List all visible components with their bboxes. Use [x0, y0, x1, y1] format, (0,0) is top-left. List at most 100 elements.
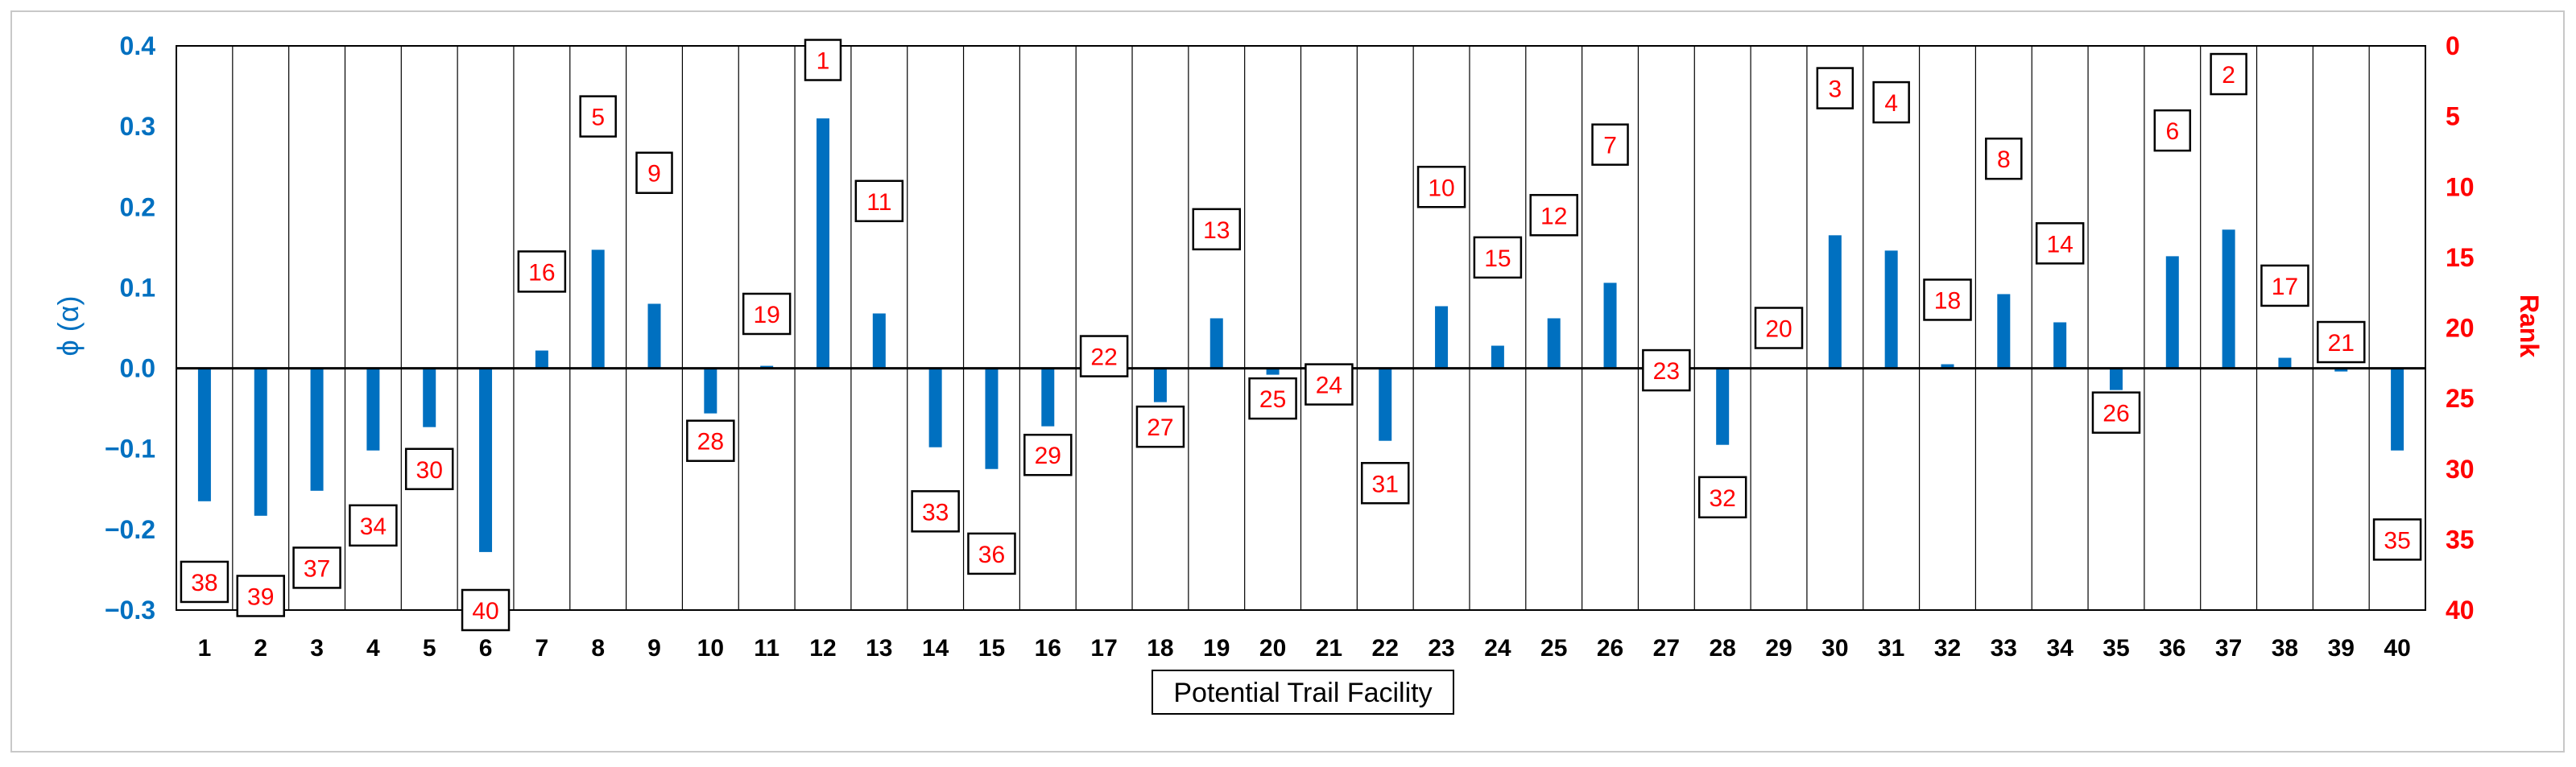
y-left-tick-label: 0.0 [120, 354, 155, 383]
rank-marker-26: 7 [1593, 125, 1628, 165]
x-tick-label: 13 [866, 635, 892, 662]
rank-label: 36 [978, 542, 1005, 568]
x-tick-label: 39 [2328, 635, 2355, 662]
x-tick-label: 2 [254, 635, 267, 662]
rank-label: 23 [1653, 358, 1680, 385]
x-tick-label: 27 [1653, 635, 1680, 662]
rank-marker-12: 1 [805, 40, 841, 80]
rank-label: 16 [528, 259, 555, 286]
rank-label: 26 [2103, 401, 2129, 427]
rank-label: 10 [1428, 175, 1454, 201]
rank-label: 13 [1203, 217, 1230, 244]
rank-marker-25: 12 [1531, 195, 1577, 235]
rank-marker-8: 5 [581, 97, 616, 137]
phi-bar-10 [704, 369, 717, 414]
rank-marker-35: 26 [2093, 393, 2140, 433]
phi-bar-23 [1435, 306, 1448, 368]
rank-marker-30: 3 [1817, 68, 1853, 109]
rank-label: 4 [1884, 90, 1898, 117]
x-tick-label: 20 [1259, 635, 1286, 662]
x-tick-label: 17 [1090, 635, 1117, 662]
rank-label: 38 [191, 570, 217, 596]
phi-bar-7 [535, 351, 548, 369]
rank-marker-27: 23 [1643, 350, 1689, 390]
rank-label: 29 [1035, 443, 1061, 469]
x-tick-label: 1 [198, 635, 212, 662]
rank-marker-23: 10 [1418, 167, 1465, 207]
rank-marker-5: 30 [406, 449, 453, 489]
phi-bar-36 [2166, 256, 2179, 368]
y-right-tick-label: 30 [2446, 455, 2475, 484]
rank-marker-38: 17 [2261, 266, 2308, 306]
x-tick-label: 15 [978, 635, 1005, 662]
phi-bar-33 [1997, 294, 2010, 368]
phi-bar-15 [985, 369, 998, 469]
rank-label: 37 [304, 555, 330, 582]
x-tick-label: 24 [1484, 635, 1511, 662]
x-tick-label: 23 [1428, 635, 1454, 662]
x-tick-label: 4 [366, 635, 380, 662]
rank-label: 31 [1372, 471, 1399, 497]
x-tick-label: 19 [1203, 635, 1230, 662]
rank-marker-15: 36 [968, 534, 1015, 574]
rank-label: 5 [591, 105, 605, 131]
x-tick-label: 32 [1934, 635, 1961, 662]
x-tick-label: 29 [1765, 635, 1792, 662]
x-tick-label: 5 [423, 635, 436, 662]
y-left-tick-label: −0.2 [105, 515, 155, 544]
rank-marker-10: 28 [687, 421, 734, 461]
phi-bar-16 [1041, 369, 1054, 427]
x-axis-title: Potential Trail Facility [1173, 678, 1432, 708]
rank-label: 33 [922, 499, 949, 526]
rank-marker-7: 16 [519, 251, 565, 291]
rank-label: 1 [817, 48, 830, 75]
rank-marker-29: 20 [1755, 308, 1802, 348]
phi-bar-26 [1604, 282, 1617, 368]
x-tick-label: 10 [697, 635, 724, 662]
y-left-axis-title: ϕ (α) [52, 296, 85, 357]
rank-label: 27 [1147, 414, 1173, 441]
rank-marker-36: 6 [2155, 110, 2190, 151]
phi-bar-34 [2053, 322, 2066, 368]
phi-bar-1 [198, 369, 211, 501]
y-right-tick-label: 5 [2446, 102, 2460, 131]
rank-label: 39 [247, 583, 274, 610]
rank-marker-14: 33 [912, 491, 959, 531]
rank-marker-2: 39 [238, 575, 284, 616]
rank-label: 34 [360, 513, 387, 540]
y-right-tick-label: 40 [2446, 596, 2475, 625]
rank-label: 7 [1603, 133, 1617, 159]
phi-bar-28 [1716, 369, 1729, 445]
phi-bar-5 [423, 369, 436, 427]
y-right-tick-label: 15 [2446, 243, 2475, 272]
y-left-tick-label: 0.4 [120, 31, 156, 60]
x-tick-label: 36 [2159, 635, 2185, 662]
phi-bar-9 [648, 303, 661, 368]
y-left-tick-label: −0.3 [105, 596, 155, 625]
x-tick-label: 33 [1991, 635, 2017, 662]
phi-bar-13 [873, 313, 886, 368]
y-right-tick-label: 20 [2446, 314, 2475, 343]
rank-marker-11: 19 [743, 294, 790, 334]
rank-marker-1: 38 [181, 562, 228, 602]
y-left-tick-label: 0.2 [120, 192, 155, 221]
rank-marker-6: 40 [462, 590, 509, 630]
x-tick-label: 9 [647, 635, 661, 662]
y-right-tick-label: 25 [2446, 384, 2475, 413]
rank-marker-32: 18 [1924, 279, 1970, 320]
rank-label: 14 [2046, 231, 2073, 258]
y-right-tick-label: 10 [2446, 172, 2475, 201]
x-tick-label: 34 [2046, 635, 2074, 662]
phi-bar-25 [1548, 318, 1561, 368]
rank-marker-21: 24 [1305, 365, 1352, 405]
y-right-axis-title: Rank [2515, 295, 2544, 357]
x-tick-label: 18 [1147, 635, 1173, 662]
rank-marker-16: 29 [1024, 435, 1071, 475]
rank-marker-40: 35 [2374, 519, 2421, 559]
rank-marker-13: 11 [856, 181, 903, 221]
rank-label: 3 [1828, 76, 1842, 103]
rank-label: 17 [2272, 274, 2298, 300]
phi-bar-24 [1491, 346, 1504, 369]
rank-marker-19: 13 [1193, 209, 1240, 249]
x-tick-label: 8 [591, 635, 605, 662]
